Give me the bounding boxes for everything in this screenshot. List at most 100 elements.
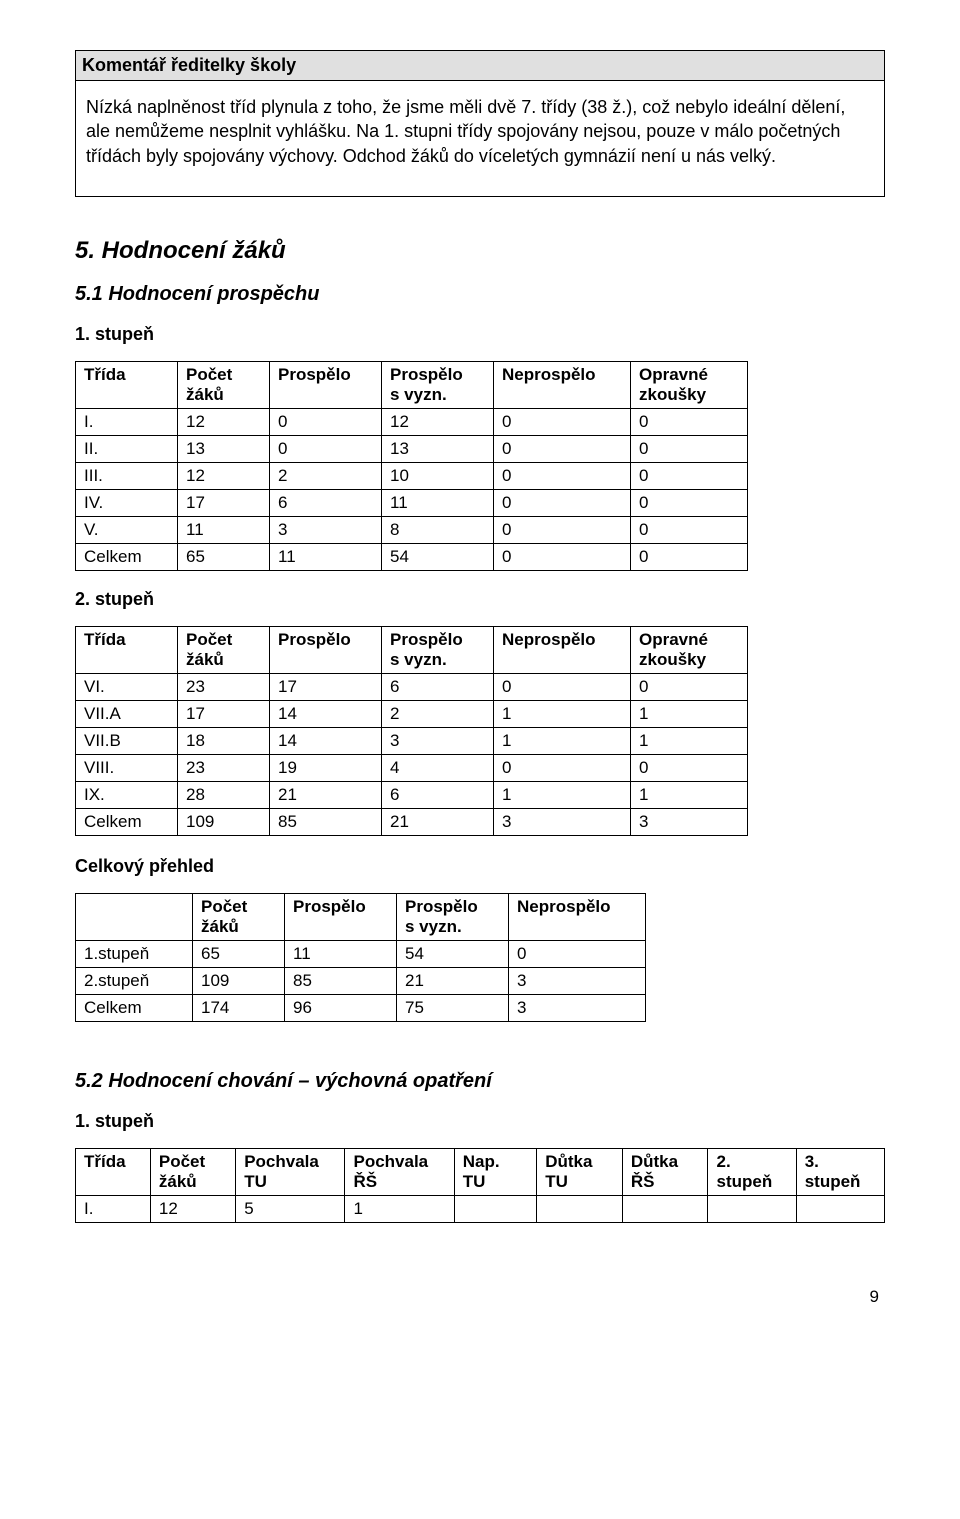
table-cell: 65 [178,543,270,570]
table-cell: I. [76,1195,151,1222]
column-header: Prospělo [270,361,382,408]
table-cell: Celkem [76,994,193,1021]
table-cell: 75 [397,994,509,1021]
table-cell: 11 [382,489,494,516]
column-header: 2.stupeň [708,1148,796,1195]
table-cell: 12 [150,1195,235,1222]
table-cell: 0 [631,408,748,435]
table-cell: 28 [178,781,270,808]
column-header: Neprospělo [494,361,631,408]
table-cell [622,1195,708,1222]
table-cell: IX. [76,781,178,808]
table-row: III.1221000 [76,462,748,489]
table-cell: 11 [178,516,270,543]
table-cell [796,1195,884,1222]
table-cell: 3 [494,808,631,835]
table-cell: 6 [382,673,494,700]
table-cell: 4 [382,754,494,781]
table-cell: 6 [270,489,382,516]
table-cell: 0 [631,516,748,543]
table-cell: 0 [631,435,748,462]
table-cell: 0 [494,754,631,781]
table-row: IV.1761100 [76,489,748,516]
table-row: IX.2821611 [76,781,748,808]
table-cell: VII.A [76,700,178,727]
table-cell: III. [76,462,178,489]
table-cell: Celkem [76,808,178,835]
table-cell: 3 [509,994,646,1021]
table-level2-head: TřídaPočetžákůProspěloProspělos vyzn.Nep… [76,626,748,673]
column-header: DůtkaŘŠ [622,1148,708,1195]
table-row: I.1201200 [76,408,748,435]
table-cell: 1 [494,727,631,754]
table-cell: 3 [270,516,382,543]
page-number: 9 [75,1287,885,1307]
table-row: Celkem109852133 [76,808,748,835]
table-cell: 1.stupeň [76,940,193,967]
table-cell: 1 [494,781,631,808]
table-cell: 17 [270,673,382,700]
column-header: PochvalaTU [236,1148,345,1195]
table-cell: 12 [178,408,270,435]
table-cell [454,1195,536,1222]
table-row: VIII.2319400 [76,754,748,781]
column-header: Početžáků [178,361,270,408]
table-cell: 17 [178,489,270,516]
column-header: Prospělos vyzn. [382,361,494,408]
table-level1-head: TřídaPočetžákůProspěloProspělos vyzn.Nep… [76,361,748,408]
table-cell: 12 [178,462,270,489]
table-cell: 0 [494,408,631,435]
table-cell: 13 [178,435,270,462]
column-header: Neprospělo [494,626,631,673]
table-cell: I. [76,408,178,435]
table-cell: 0 [509,940,646,967]
column-header: Početžáků [193,893,285,940]
table-cell: 109 [178,808,270,835]
table-cell: 23 [178,754,270,781]
table-cell: 85 [285,967,397,994]
s52-level1-title: 1. stupeň [75,1111,885,1132]
table-row: I.1251 [76,1195,885,1222]
table-cell: 0 [631,673,748,700]
table-cell: 14 [270,700,382,727]
table-cell: 1 [631,781,748,808]
column-header: Opravnézkoušky [631,626,748,673]
callout-box: Komentář ředitelky školy Nízká naplněnos… [75,50,885,197]
column-header: Prospělos vyzn. [382,626,494,673]
table-cell: 21 [270,781,382,808]
callout-title: Komentář ředitelky školy [76,51,884,81]
table-cell: 12 [382,408,494,435]
table-level2-body: VI.2317600VII.A1714211VII.B1814311VIII.2… [76,673,748,835]
table-behavior-body: I.1251 [76,1195,885,1222]
column-header: DůtkaTU [537,1148,623,1195]
table-cell: 1 [345,1195,454,1222]
table-cell: 65 [193,940,285,967]
table-cell: 3 [382,727,494,754]
column-header: Početžáků [178,626,270,673]
table-row: Celkem17496753 [76,994,646,1021]
column-header: Třída [76,1148,151,1195]
table-cell: IV. [76,489,178,516]
page: Komentář ředitelky školy Nízká naplněnos… [0,0,960,1347]
table-cell: 1 [631,727,748,754]
table-cell [708,1195,796,1222]
column-header: Prospělos vyzn. [397,893,509,940]
overview-title: Celkový přehled [75,856,885,877]
column-header: Prospělo [270,626,382,673]
table-cell: 0 [494,462,631,489]
table-cell: 1 [494,700,631,727]
table-cell: 21 [382,808,494,835]
table-cell: VI. [76,673,178,700]
table-cell: II. [76,435,178,462]
table-cell: 0 [494,543,631,570]
table-cell: 0 [494,489,631,516]
column-header [76,893,193,940]
table-cell: 19 [270,754,382,781]
table-overview: PočetžákůProspěloProspělos vyzn.Neprospě… [75,893,646,1022]
column-header: Neprospělo [509,893,646,940]
table-cell: 21 [397,967,509,994]
table-cell: 18 [178,727,270,754]
table-cell: 54 [382,543,494,570]
table-cell: 0 [270,435,382,462]
table-cell: 109 [193,967,285,994]
